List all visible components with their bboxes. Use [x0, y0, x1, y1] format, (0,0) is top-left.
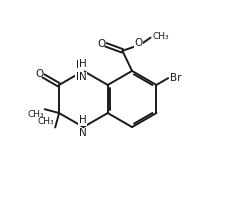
Text: CH₃: CH₃ [152, 32, 169, 41]
Text: CH₃: CH₃ [37, 117, 54, 126]
Text: O: O [134, 38, 142, 48]
Text: N: N [78, 128, 86, 138]
Text: H
N: H N [75, 60, 83, 82]
Text: O: O [35, 69, 44, 79]
Text: CH₃: CH₃ [27, 110, 44, 119]
Text: N: N [78, 72, 86, 82]
Text: H: H [78, 115, 86, 125]
Text: H: H [78, 59, 86, 68]
Text: Br: Br [169, 73, 180, 83]
Text: O: O [97, 39, 106, 49]
